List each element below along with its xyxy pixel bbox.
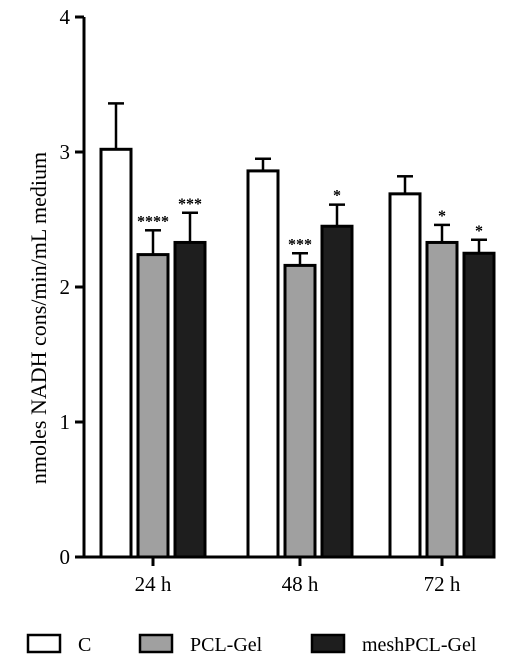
y-tick-label: 0 — [60, 545, 71, 569]
legend-swatch — [26, 633, 62, 654]
y-tick-label: 3 — [60, 140, 71, 164]
bars: ************* — [99, 102, 496, 559]
bar — [173, 240, 207, 559]
x-tick-label: 48 h — [282, 572, 319, 596]
legend-label: C — [78, 634, 91, 656]
bar — [283, 263, 317, 559]
significance-label: * — [475, 223, 483, 240]
y-axis-title: nmoles NADH cons/min/mL medium — [26, 152, 51, 484]
bar — [462, 251, 496, 559]
x-tick-label: 24 h — [135, 572, 172, 596]
legend-swatch — [138, 633, 174, 654]
significance-label: * — [333, 188, 341, 205]
significance-label: *** — [288, 236, 312, 253]
legend-label: meshPCL-Gel — [362, 634, 477, 656]
legend-label: PCL-Gel — [190, 634, 263, 656]
bar — [99, 147, 133, 559]
significance-label: **** — [137, 213, 169, 230]
y-tick-label: 2 — [60, 275, 71, 299]
bar — [246, 169, 280, 559]
legend: C PCL-Gel meshPCL-Gel — [26, 633, 477, 656]
legend-swatch — [310, 633, 346, 654]
y-tick-label: 4 — [60, 5, 71, 29]
x-tick-label: 72 h — [424, 572, 461, 596]
y-tick-label: 1 — [60, 410, 71, 434]
significance-label: *** — [178, 196, 202, 213]
bar — [388, 192, 422, 559]
bar — [136, 253, 170, 559]
significance-label: * — [438, 208, 446, 225]
bar — [320, 224, 354, 559]
bar — [425, 240, 459, 559]
